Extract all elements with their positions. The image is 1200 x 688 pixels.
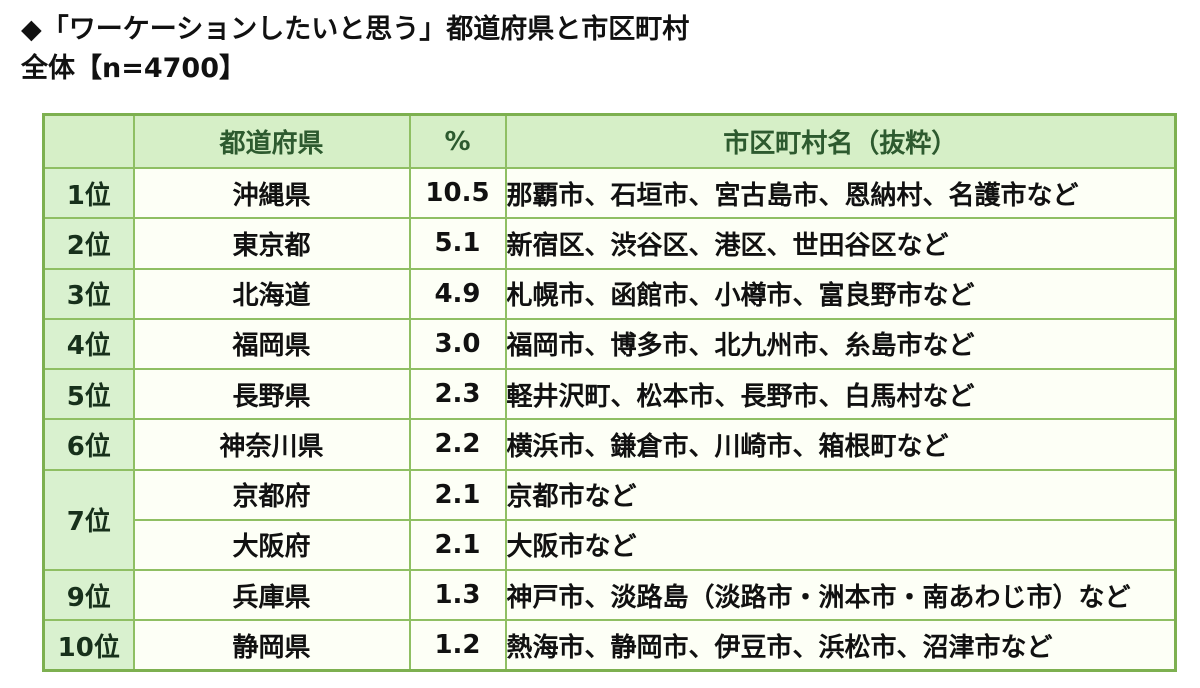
- prefecture-cell: 京都府: [132, 468, 411, 521]
- table-row: 大阪府 2.1 大阪市など: [44, 518, 1177, 572]
- table-row: 7位 京都府 2.1 京都市など: [42, 468, 1177, 571]
- table-body: 1位 沖縄県 10.5 那覇市、石垣市、宮古島市、恩納村、名護市など 2位 東京都 5.1 新…: [42, 166, 1177, 672]
- table-row: 4位 福岡県 3.0 福岡市、博多市、北九州市、糸島市など: [42, 317, 1177, 371]
- prefecture-cell: 大阪府: [132, 518, 411, 572]
- municipalities-cell: 熱海市、静岡市、伊豆市、浜松市、沼津市など: [504, 619, 1177, 672]
- prefecture-cell: 北海道: [132, 267, 411, 320]
- municipalities-cell: 軽井沢町、松本市、長野市、白馬村など: [504, 367, 1177, 421]
- rank-cell: 7位: [42, 468, 135, 571]
- rank-cell: 9位: [42, 568, 135, 622]
- rank-cell: 3位: [42, 267, 135, 320]
- percent-cell: 2.2: [408, 418, 507, 471]
- rank-cell: 1位: [42, 166, 135, 220]
- header-prefecture: 都道府県: [132, 113, 411, 169]
- prefecture-cell: 静岡県: [132, 619, 411, 672]
- page-title: ◆「ワーケーションしたいと思う」都道府県と市区町村: [21, 14, 690, 45]
- rank-cell: 10位: [42, 619, 135, 672]
- prefecture-cell: 福岡県: [132, 317, 411, 371]
- header-percent: %: [408, 113, 507, 169]
- table-row: 1位 沖縄県 10.5 那覇市、石垣市、宮古島市、恩納村、名護市など: [42, 166, 1177, 220]
- municipalities-cell: 神戸市、淡路島（淡路市・洲本市・南あわじ市）など: [504, 568, 1177, 622]
- municipalities-cell: 横浜市、鎌倉市、川崎市、箱根町など: [504, 418, 1177, 471]
- municipalities-cell: 京都市など: [504, 468, 1177, 521]
- sample-size-label: 全体【n=4700】: [21, 53, 246, 85]
- prefecture-cell: 沖縄県: [132, 166, 411, 220]
- percent-cell: 2.1: [408, 468, 507, 521]
- table-row: 9位 兵庫県 1.3 神戸市、淡路島（淡路市・洲本市・南あわじ市）など: [42, 568, 1177, 622]
- percent-cell: 3.0: [408, 317, 507, 371]
- prefecture-cell: 長野県: [132, 367, 411, 421]
- rank-cell: 6位: [42, 418, 135, 471]
- table-row: 3位 北海道 4.9 札幌市、函館市、小樽市、富良野市など: [42, 267, 1177, 320]
- percent-cell: 5.1: [408, 217, 507, 270]
- percent-cell: 2.1: [408, 518, 507, 572]
- results-table: 都道府県 % 市区町村名（抜粋） 1位 沖縄県 10.5 那覇市、石垣市、宮古島市、恩…: [42, 113, 1177, 672]
- table-row: 10位 静岡県 1.2 熱海市、静岡市、伊豆市、浜松市、沼津市など: [42, 619, 1177, 672]
- title-block: ◆「ワーケーションしたいと思う」都道府県と市区町村 全体【n=4700】: [21, 10, 689, 88]
- table-header: 都道府県 % 市区町村名（抜粋）: [42, 113, 1177, 169]
- header-row: 都道府県 % 市区町村名（抜粋）: [42, 113, 1177, 169]
- table-row: 2位 東京都 5.1 新宿区、渋谷区、港区、世田谷区など: [42, 217, 1177, 270]
- prefecture-cell: 兵庫県: [132, 568, 411, 622]
- prefecture-cell: 東京都: [132, 217, 411, 270]
- table-row: 6位 神奈川県 2.2 横浜市、鎌倉市、川崎市、箱根町など: [42, 418, 1177, 471]
- header-municipalities: 市区町村名（抜粋）: [504, 113, 1177, 169]
- percent-cell: 1.3: [408, 568, 507, 622]
- municipalities-cell: 那覇市、石垣市、宮古島市、恩納村、名護市など: [504, 166, 1177, 220]
- rank-cell: 5位: [42, 367, 135, 421]
- percent-cell: 2.3: [408, 367, 507, 421]
- percent-cell: 4.9: [408, 267, 507, 320]
- percent-cell: 1.2: [408, 619, 507, 672]
- municipalities-cell: 札幌市、函館市、小樽市、富良野市など: [504, 267, 1177, 320]
- percent-cell: 10.5: [408, 166, 507, 220]
- rank-cell: 2位: [42, 217, 135, 270]
- municipalities-cell: 福岡市、博多市、北九州市、糸島市など: [504, 317, 1177, 371]
- table-row: 5位 長野県 2.3 軽井沢町、松本市、長野市、白馬村など: [42, 367, 1177, 421]
- header-rank: [42, 113, 135, 169]
- rank-cell: 4位: [42, 317, 135, 371]
- municipalities-cell: 新宿区、渋谷区、港区、世田谷区など: [504, 217, 1177, 270]
- municipalities-cell: 大阪市など: [504, 518, 1177, 572]
- prefecture-cell: 神奈川県: [132, 418, 411, 471]
